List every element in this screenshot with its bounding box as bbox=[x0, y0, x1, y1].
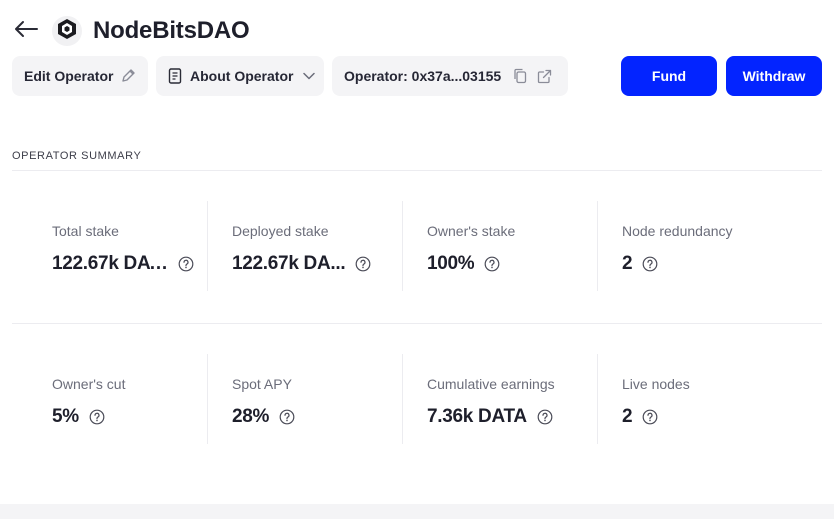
stat-value: 2 bbox=[622, 253, 633, 274]
stats-row-1: Total stake 122.67k DATA Deployed stake … bbox=[12, 201, 822, 291]
document-icon bbox=[168, 68, 182, 84]
stat-value: 5% bbox=[52, 406, 79, 427]
stat-label: Owner's stake bbox=[427, 223, 516, 239]
stat-value: 28% bbox=[232, 406, 270, 427]
stat-value-wrap: 100% bbox=[427, 253, 500, 275]
operator-logo bbox=[52, 16, 82, 46]
arrow-left-icon bbox=[13, 20, 39, 43]
external-link-icon[interactable] bbox=[537, 69, 552, 84]
stat-live-nodes: Live nodes 2 bbox=[597, 354, 792, 444]
stat-value-wrap: 2 bbox=[622, 253, 658, 275]
rows-divider bbox=[12, 323, 822, 324]
stat-owners-stake: Owner's stake 100% bbox=[402, 201, 597, 291]
stat-spot-apy: Spot APY 28% bbox=[207, 354, 402, 444]
fund-button[interactable]: Fund bbox=[621, 56, 717, 96]
stat-label: Spot APY bbox=[232, 376, 292, 392]
stat-owners-cut: Owner's cut 5% bbox=[12, 354, 207, 444]
stat-label: Total stake bbox=[52, 223, 119, 239]
operator-summary-title: OPERATOR SUMMARY bbox=[12, 150, 142, 162]
help-circle-icon[interactable] bbox=[642, 409, 658, 425]
stat-label: Node redundancy bbox=[622, 223, 733, 239]
edit-operator-label: Edit Operator bbox=[24, 68, 114, 84]
section-divider bbox=[12, 170, 822, 171]
help-circle-icon[interactable] bbox=[178, 256, 194, 272]
help-circle-icon[interactable] bbox=[484, 256, 500, 272]
help-circle-icon[interactable] bbox=[355, 256, 371, 272]
stat-deployed-stake: Deployed stake 122.67k DA... bbox=[207, 201, 402, 291]
footer-band bbox=[0, 504, 834, 519]
stat-value-wrap: 28% bbox=[232, 406, 295, 428]
stat-value: 122.67k DA... bbox=[232, 253, 346, 274]
stat-value: 2 bbox=[622, 406, 633, 427]
stat-value: 7.36k DATA bbox=[427, 406, 527, 427]
stat-label: Deployed stake bbox=[232, 223, 329, 239]
stat-label: Cumulative earnings bbox=[427, 376, 555, 392]
about-operator-dropdown[interactable]: About Operator bbox=[156, 56, 324, 96]
stat-cumulative-earnings: Cumulative earnings 7.36k DATA bbox=[402, 354, 597, 444]
help-circle-icon[interactable] bbox=[89, 409, 105, 425]
chevron-down-icon bbox=[303, 72, 316, 80]
about-operator-label: About Operator bbox=[190, 68, 294, 84]
help-circle-icon[interactable] bbox=[279, 409, 295, 425]
help-circle-icon[interactable] bbox=[642, 256, 658, 272]
page-header: NodeBitsDAO bbox=[12, 14, 250, 48]
operator-toolbar: Edit Operator About Operator Operator: 0… bbox=[12, 56, 822, 96]
edit-operator-button[interactable]: Edit Operator bbox=[12, 56, 148, 96]
nodebits-logo-icon bbox=[56, 18, 78, 45]
page-title: NodeBitsDAO bbox=[93, 17, 250, 44]
stat-value-wrap: 122.67k DA... bbox=[232, 253, 371, 275]
operator-address-label: Operator: 0x37a...03155 bbox=[344, 68, 502, 84]
stat-total-stake: Total stake 122.67k DATA bbox=[12, 201, 207, 291]
copy-icon[interactable] bbox=[513, 68, 527, 84]
operator-address-pill: Operator: 0x37a...03155 bbox=[332, 56, 568, 96]
stat-value: 122.67k DATA bbox=[52, 253, 168, 274]
stat-value-wrap: 2 bbox=[622, 406, 658, 428]
stats-row-2: Owner's cut 5% Spot APY 28% Cumulative e… bbox=[12, 354, 822, 444]
help-circle-icon[interactable] bbox=[537, 409, 553, 425]
withdraw-button[interactable]: Withdraw bbox=[726, 56, 822, 96]
stat-label: Owner's cut bbox=[52, 376, 126, 392]
back-button[interactable] bbox=[12, 17, 40, 45]
pencil-icon bbox=[120, 68, 136, 84]
stat-label: Live nodes bbox=[622, 376, 690, 392]
stat-node-redundancy: Node redundancy 2 bbox=[597, 201, 792, 291]
stat-value-wrap: 7.36k DATA bbox=[427, 406, 553, 428]
stat-value: 100% bbox=[427, 253, 475, 274]
stat-value-wrap: 5% bbox=[52, 406, 105, 428]
stat-value-wrap: 122.67k DATA bbox=[52, 253, 194, 275]
